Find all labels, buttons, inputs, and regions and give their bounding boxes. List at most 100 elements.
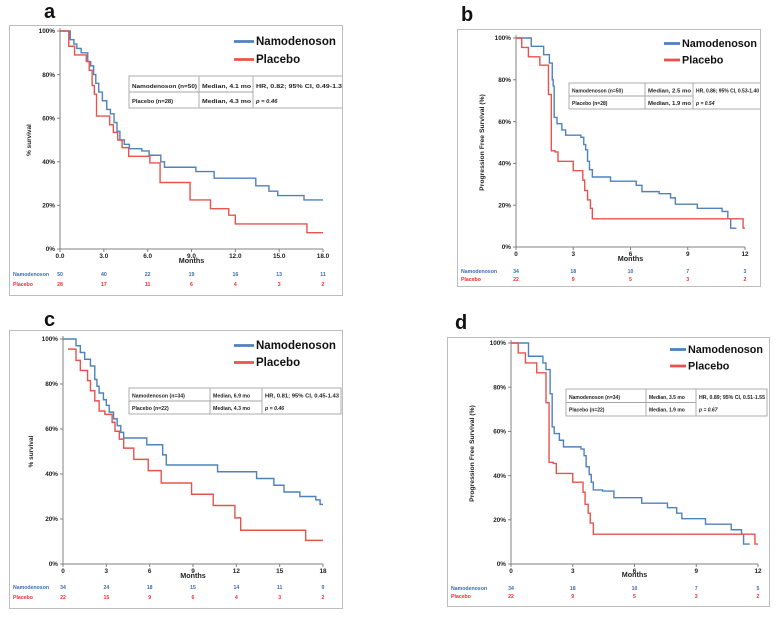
stats-median-value: Median, 4.3 mo	[213, 406, 250, 412]
stats-hr-value: HR, 0.82; 95% CI, 0.49-1.38	[256, 84, 342, 90]
legend-label-placebo: Placebo	[682, 55, 724, 67]
at-risk-count: 18	[570, 586, 576, 592]
stats-median-value: Median, 1.9 mo	[649, 408, 685, 414]
at-risk-count: 34	[60, 585, 66, 591]
at-risk-count: 13	[276, 272, 282, 278]
x-tick-label: 12.0	[229, 253, 242, 260]
y-tick-label: 80%	[45, 381, 58, 388]
km-curve-namodenoson	[60, 30, 323, 201]
stats-group-label: Placebo (n=28)	[132, 99, 173, 105]
y-tick-label: 80%	[498, 77, 511, 84]
y-tick-label: 100%	[495, 35, 512, 42]
at-risk-count: 22	[145, 272, 151, 278]
y-tick-label: 60%	[45, 426, 58, 433]
panel-letter-d: d	[455, 312, 468, 334]
km-plot-a: 0% 20% 40% 60% 80% 100% 0.0 3.0 6.0 9.0 12.0 15.0 18…	[13, 28, 342, 288]
x-tick-label: 12	[754, 568, 762, 575]
x-tick-label: 15.0	[273, 253, 286, 260]
y-tick-label: 100%	[42, 336, 59, 343]
km-plot-d: 0% 20% 40% 60% 80% 100% 0 3 6 9 12 Progression Free…	[451, 340, 768, 600]
stats-median-value: Median, 3.5 mo	[649, 395, 685, 401]
x-tick-label: 0	[61, 568, 65, 575]
x-tick-label: 9.0	[187, 253, 196, 260]
y-tick-label: 60%	[42, 115, 55, 122]
x-axis-title: Months	[618, 254, 644, 263]
at-risk-count: 40	[101, 272, 107, 278]
y-tick-label: 100%	[490, 340, 507, 347]
at-risk-row-label: Placebo	[13, 595, 33, 601]
y-tick-label: 0%	[502, 244, 512, 251]
x-axis-title: Months	[622, 570, 648, 579]
x-tick-label: 6	[148, 568, 152, 575]
x-tick-label: 12	[233, 568, 241, 575]
y-tick-label: 20%	[45, 516, 58, 523]
at-risk-count: 6	[190, 282, 193, 288]
stats-group-label: Namodenoson (n=50)	[132, 84, 197, 90]
at-risk-row-label: Namodenoson	[461, 269, 497, 275]
at-risk-count: 22	[60, 595, 66, 601]
x-tick-label: 0	[514, 251, 518, 258]
axis-lines	[515, 35, 745, 248]
km-curve-placebo	[516, 37, 745, 229]
km-curve-placebo	[68, 348, 323, 542]
x-tick-label: 9	[694, 568, 698, 575]
legend-label-namodenoson: Namodenoson	[682, 38, 757, 50]
stats-hr-value: HR, 0.86; 95% CI, 0.53-1.40	[696, 89, 759, 95]
at-risk-count: 10	[628, 269, 634, 275]
panel-b: 0% 20% 40% 60% 80% 100% 0 3 6 9 12 Progression Free…	[457, 29, 761, 287]
x-tick-label: 12	[741, 251, 749, 258]
km-curve-namodenoson	[63, 338, 323, 506]
km-curve-placebo	[60, 30, 323, 234]
at-risk-row-label: Namodenoson	[13, 272, 49, 278]
legend-label-placebo: Placebo	[688, 361, 730, 373]
y-tick-label: 60%	[498, 119, 511, 126]
at-risk-count: 18	[570, 269, 576, 275]
y-tick-label: 0%	[49, 561, 59, 568]
axis-lines	[510, 340, 758, 565]
y-tick-label: 0%	[46, 246, 56, 253]
at-risk-count: 2	[322, 282, 325, 288]
y-axis-title: Progression Free Survival (%)	[479, 94, 486, 191]
at-risk-count: 18	[147, 585, 153, 591]
at-risk-count: 9	[322, 585, 325, 591]
stats-p-value: p = 0.46	[264, 406, 284, 412]
at-risk-count: 3	[278, 282, 281, 288]
y-tick-label: 20%	[493, 517, 506, 524]
stats-median-value: Median, 2.5 mo	[648, 89, 691, 95]
legend-label-namodenoson: Namodenoson	[256, 36, 336, 48]
at-risk-row-label: Namodenoson	[13, 585, 49, 591]
at-risk-count: 3	[686, 277, 689, 283]
stats-group-label: Placebo (n=22)	[569, 408, 605, 414]
y-axis-title: % survival	[28, 435, 35, 467]
at-risk-count: 2	[757, 594, 760, 600]
at-risk-count: 50	[57, 272, 63, 278]
stats-group-label: Placebo (n=22)	[132, 406, 169, 412]
x-tick-label: 18	[319, 568, 327, 575]
x-tick-label: 6	[629, 251, 633, 258]
at-risk-count: 22	[508, 594, 514, 600]
km-curve-namodenoson	[511, 342, 750, 545]
at-risk-count: 4	[235, 595, 238, 601]
at-risk-row-label: Placebo	[13, 282, 33, 288]
stats-group-label: Namodenoson (n=50)	[572, 89, 623, 95]
stats-p-value: p = 0.54	[695, 101, 715, 107]
y-tick-label: 60%	[493, 429, 506, 436]
at-risk-count: 3	[695, 594, 698, 600]
km-curve-namodenoson	[516, 37, 737, 229]
x-axis-title: Months	[179, 256, 205, 265]
stats-p-value: p = 0.67	[698, 408, 718, 414]
at-risk-row-label: Placebo	[451, 594, 471, 600]
x-tick-label: 9	[191, 568, 195, 575]
y-tick-label: 40%	[493, 473, 506, 480]
stats-median-value: Median, 6.9 mo	[213, 394, 250, 400]
at-risk-count: 7	[695, 586, 698, 592]
x-tick-label: 3	[571, 251, 575, 258]
at-risk-count: 3	[278, 595, 281, 601]
at-risk-count: 6	[192, 595, 195, 601]
at-risk-count: 24	[103, 585, 109, 591]
at-risk-row-label: Placebo	[461, 277, 481, 283]
at-risk-count: 16	[232, 272, 238, 278]
at-risk-count: 2	[322, 595, 325, 601]
y-tick-label: 20%	[42, 203, 55, 210]
